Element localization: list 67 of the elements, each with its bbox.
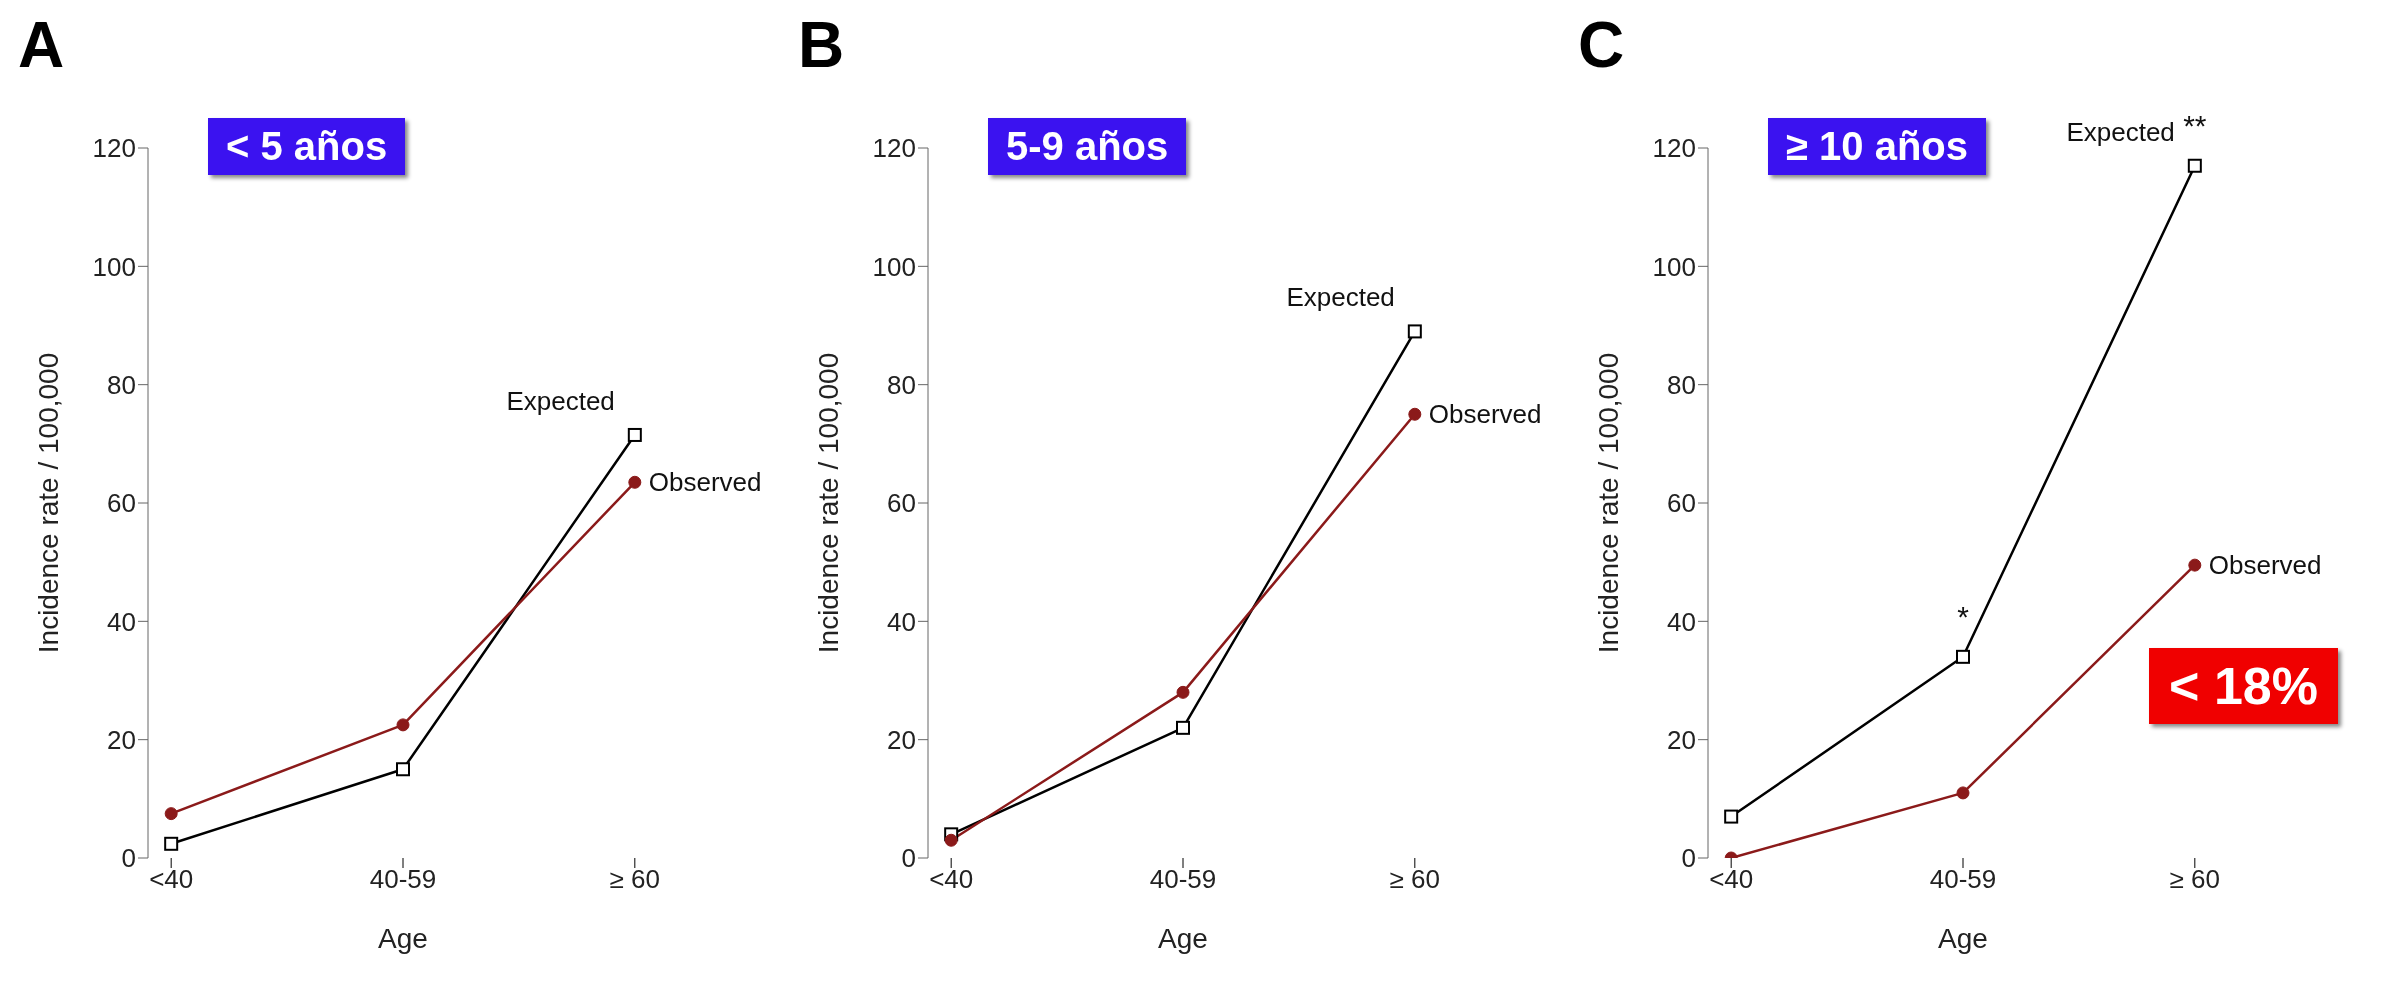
y-tick-label: 60 bbox=[107, 488, 136, 519]
x-axis-title: Age bbox=[1158, 923, 1208, 954]
x-tick-label: <40 bbox=[149, 864, 194, 895]
point bbox=[1956, 649, 1970, 664]
x-tick-label: ≥ 60 bbox=[1389, 864, 1441, 895]
chart-subtitle: < 5 años bbox=[208, 118, 406, 175]
y-tick-label: 120 bbox=[1652, 133, 1696, 164]
y-tick-label: 80 bbox=[1667, 369, 1696, 400]
point bbox=[1176, 720, 1190, 735]
annotation: < 18% bbox=[2149, 648, 2338, 724]
x-tick-label: 40-59 bbox=[369, 864, 437, 895]
series-label: Observed bbox=[2208, 550, 2322, 581]
x-tick-label: ≥ 60 bbox=[609, 864, 661, 895]
y-tick-label: 60 bbox=[887, 488, 916, 519]
series-label: Expected bbox=[2066, 116, 2175, 147]
point bbox=[164, 836, 179, 851]
point bbox=[944, 833, 958, 847]
chart-subtitle: ≥ 10 años bbox=[1768, 118, 1987, 175]
y-tick-label: 120 bbox=[92, 133, 136, 164]
y-tick-label: 0 bbox=[121, 843, 136, 874]
y-tick-label: 0 bbox=[901, 843, 916, 874]
point bbox=[2187, 158, 2202, 173]
x-tick-label: 40-59 bbox=[1929, 864, 1997, 895]
point bbox=[1956, 786, 1970, 800]
y-tick-label: 40 bbox=[107, 606, 136, 637]
point bbox=[1407, 324, 1422, 339]
point bbox=[627, 427, 642, 442]
point bbox=[396, 762, 410, 777]
point bbox=[1408, 407, 1422, 421]
y-axis-title: Incidence rate / 100,000 bbox=[1592, 352, 1624, 654]
y-axis-title: Incidence rate / 100,000 bbox=[812, 352, 844, 654]
x-tick-label: 40-59 bbox=[1149, 864, 1217, 895]
y-tick-label: 20 bbox=[887, 724, 916, 755]
series-label: Observed bbox=[1428, 399, 1542, 430]
series-label: Expected bbox=[506, 385, 615, 416]
x-tick-label: <40 bbox=[929, 864, 974, 895]
y-tick-label: 60 bbox=[1667, 488, 1696, 519]
y-tick-label: 100 bbox=[92, 251, 136, 282]
point bbox=[1724, 809, 1739, 824]
y-tick-label: 80 bbox=[887, 369, 916, 400]
y-tick-label: 0 bbox=[1681, 843, 1696, 874]
y-tick-label: 120 bbox=[872, 133, 916, 164]
y-tick-label: 20 bbox=[107, 724, 136, 755]
y-tick-label: 40 bbox=[1667, 606, 1696, 637]
x-axis-title: Age bbox=[378, 923, 428, 954]
x-axis-title: Age bbox=[1938, 923, 1988, 954]
y-tick-label: 80 bbox=[107, 369, 136, 400]
series-label: Observed bbox=[648, 467, 762, 498]
point bbox=[164, 807, 178, 821]
x-tick-label: <40 bbox=[1709, 864, 1754, 895]
point bbox=[1176, 685, 1190, 699]
chart-title: C bbox=[1578, 8, 1625, 82]
chart-subtitle: 5-9 años bbox=[988, 118, 1187, 175]
point bbox=[628, 475, 642, 489]
annotation: ** bbox=[2183, 108, 2207, 142]
annotation: * bbox=[1957, 599, 1970, 633]
point bbox=[396, 718, 410, 732]
y-tick-label: 40 bbox=[887, 606, 916, 637]
chart-title: A bbox=[18, 8, 65, 82]
y-axis-title: Incidence rate / 100,000 bbox=[32, 352, 64, 654]
series-label: Expected bbox=[1286, 282, 1395, 313]
y-tick-label: 20 bbox=[1667, 724, 1696, 755]
chart-title: B bbox=[798, 8, 845, 82]
point bbox=[2188, 558, 2202, 572]
y-tick-label: 100 bbox=[872, 251, 916, 282]
x-tick-label: ≥ 60 bbox=[2169, 864, 2221, 895]
y-tick-label: 100 bbox=[1652, 251, 1696, 282]
